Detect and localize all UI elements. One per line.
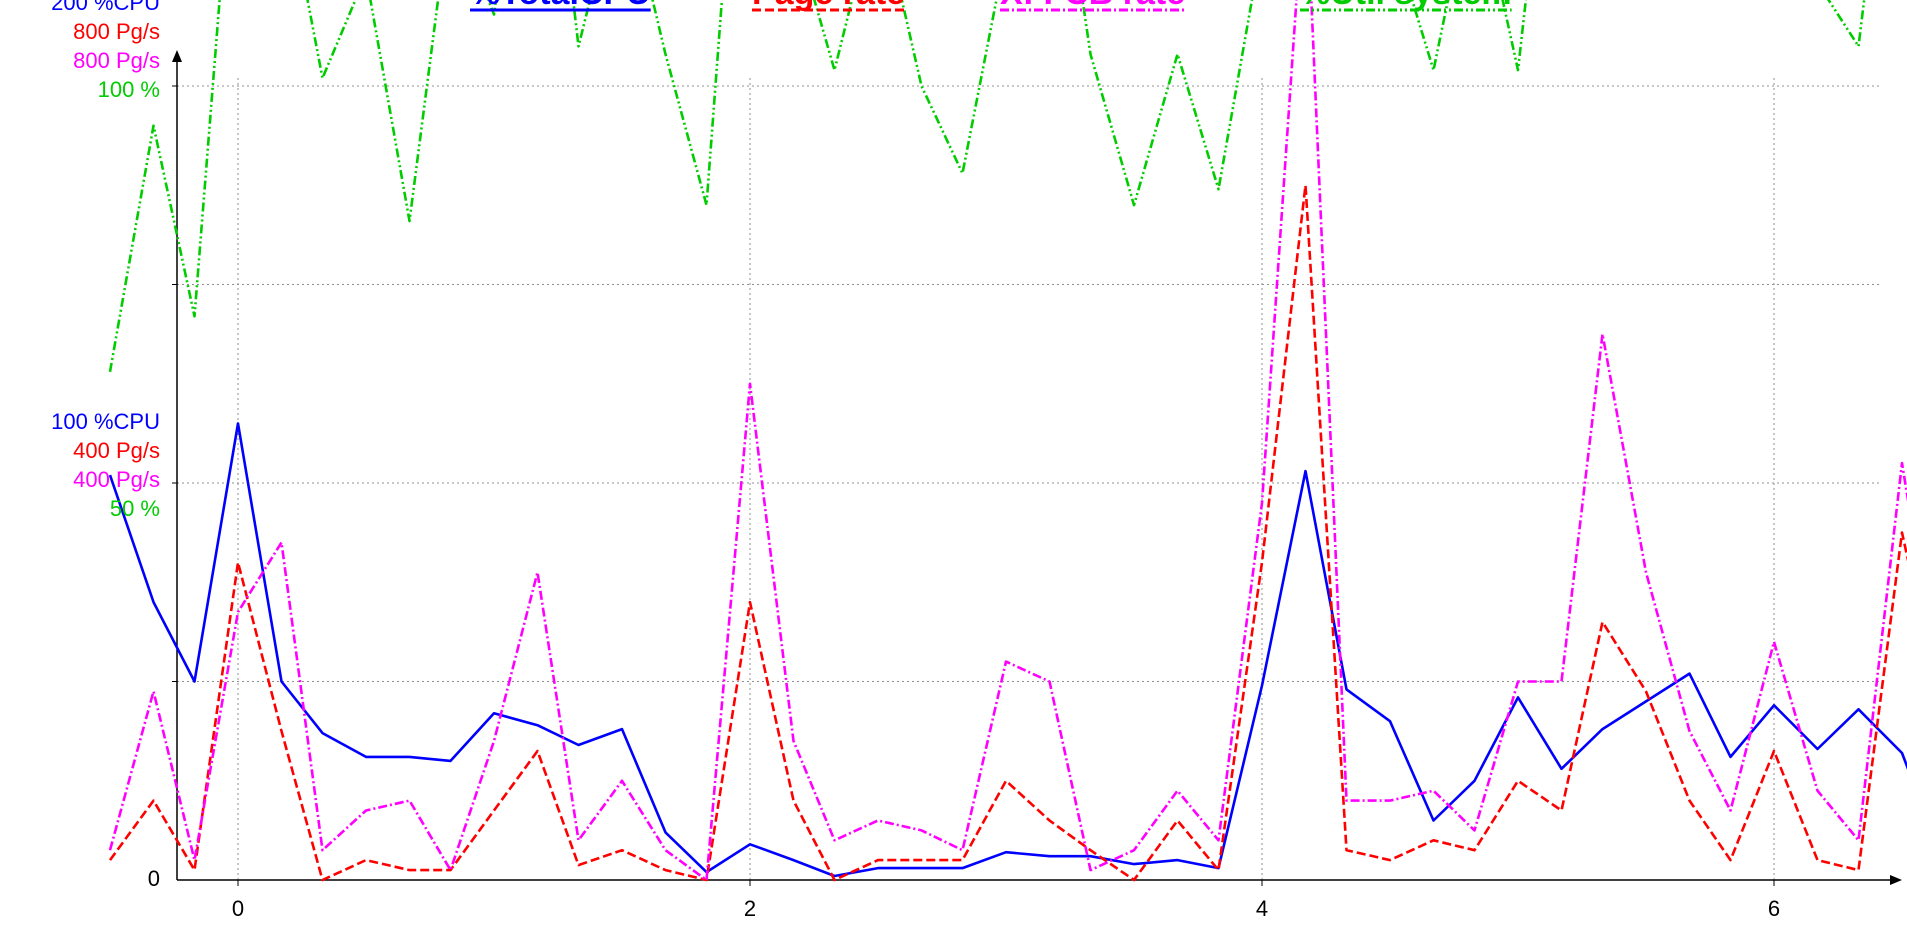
x-tick-label: 6	[1768, 896, 1780, 921]
y-tick-label: 100 %CPU	[51, 409, 160, 434]
legend-label-1: Page rate	[752, 0, 905, 12]
y-axis-arrow	[172, 50, 182, 62]
series-line-2	[108, 0, 1907, 882]
grid-layer	[177, 78, 1880, 880]
legend: %TotalCPUPage rateX: FCB rate%Util syste…	[470, 0, 1512, 12]
y-tick-label: 100 %	[98, 77, 160, 102]
y-tick-label: 400 Pg/s	[73, 438, 160, 463]
y-tick-label: 200 %CPU	[51, 0, 160, 15]
y-tick-label: 50 %	[110, 496, 160, 521]
series-line-3	[108, 0, 1866, 373]
y-tick-label: 400 Pg/s	[73, 467, 160, 492]
series-line-0	[108, 422, 1907, 878]
x-tick-label: 2	[744, 896, 756, 921]
x-tick-label: 0	[232, 896, 244, 921]
y-zero-label: 0	[148, 866, 160, 891]
y-tick-labels: 200 %CPU 100 %CPU 800 Pg/s 400 Pg/s 800 Pg/s…	[51, 0, 160, 891]
x-tick-labels: 024681011:30	[232, 896, 1780, 921]
y-tick-label: 800 Pg/s	[73, 48, 160, 73]
series-layer	[108, 0, 1907, 882]
series-line-1	[108, 184, 1907, 882]
x-tick-label: 4	[1256, 896, 1268, 921]
x-axis-arrow	[1890, 875, 1902, 885]
axis-layer	[172, 50, 1902, 886]
y-tick-label: 800 Pg/s	[73, 19, 160, 44]
